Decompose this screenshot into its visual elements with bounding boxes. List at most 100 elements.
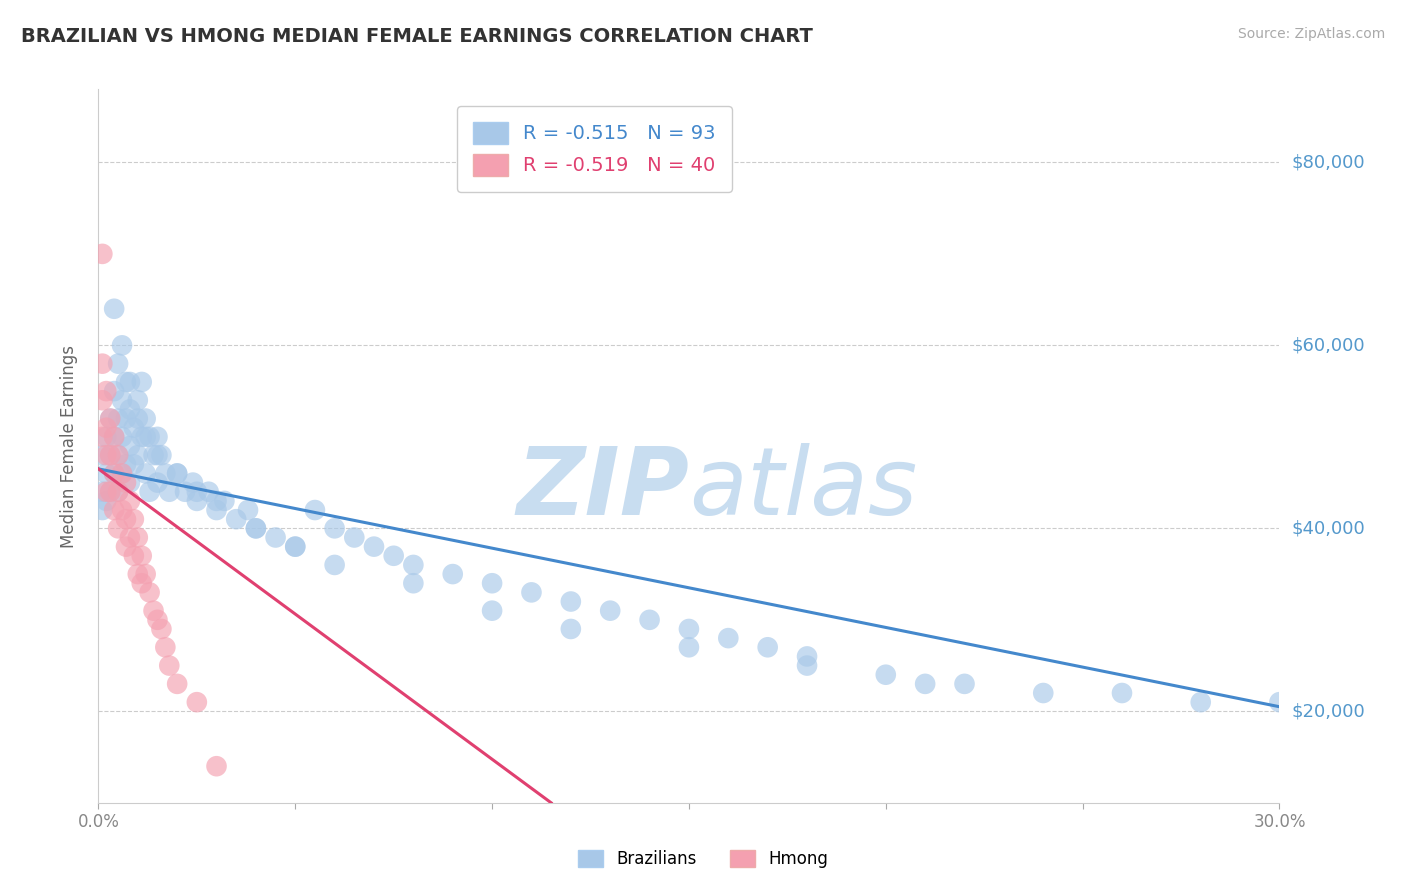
Point <box>96 384 118 398</box>
Point <box>103 503 125 517</box>
Point <box>131 576 153 591</box>
Point <box>135 567 157 582</box>
Point <box>96 467 118 481</box>
Y-axis label: Median Female Earnings: Median Female Earnings <box>59 344 77 548</box>
Point <box>91 393 114 408</box>
Point <box>205 494 228 508</box>
Point <box>103 467 125 481</box>
Point <box>1032 686 1054 700</box>
Text: Source: ZipAtlas.com: Source: ZipAtlas.com <box>1237 27 1385 41</box>
Point <box>166 467 188 481</box>
Point <box>363 540 385 554</box>
Point <box>402 576 425 591</box>
Point <box>115 475 138 490</box>
Point <box>91 430 114 444</box>
Point <box>91 503 114 517</box>
Point <box>678 640 700 655</box>
Point <box>343 531 366 545</box>
Point <box>520 585 543 599</box>
Point <box>135 430 157 444</box>
Point <box>225 512 247 526</box>
Point <box>186 494 208 508</box>
Point <box>118 475 141 490</box>
Point <box>481 576 503 591</box>
Point <box>155 467 177 481</box>
Point <box>678 622 700 636</box>
Point <box>638 613 661 627</box>
Point <box>98 448 121 462</box>
Point <box>98 448 121 462</box>
Text: $80,000: $80,000 <box>1291 153 1365 171</box>
Point <box>953 677 976 691</box>
Text: $40,000: $40,000 <box>1291 519 1365 537</box>
Point <box>236 503 259 517</box>
Point <box>560 622 582 636</box>
Point <box>205 503 228 517</box>
Point <box>875 667 897 681</box>
Point <box>118 494 141 508</box>
Point <box>115 458 138 472</box>
Point <box>1268 695 1291 709</box>
Point <box>441 567 464 582</box>
Text: BRAZILIAN VS HMONG MEDIAN FEMALE EARNINGS CORRELATION CHART: BRAZILIAN VS HMONG MEDIAN FEMALE EARNING… <box>21 27 813 45</box>
Point <box>157 484 180 499</box>
Point <box>127 567 149 582</box>
Point <box>135 467 157 481</box>
Point <box>127 531 149 545</box>
Point <box>323 521 346 535</box>
Point <box>157 658 180 673</box>
Point <box>115 375 138 389</box>
Text: $20,000: $20,000 <box>1291 702 1365 721</box>
Point <box>111 467 134 481</box>
Point <box>115 512 138 526</box>
Point <box>96 430 118 444</box>
Point <box>131 549 153 563</box>
Point <box>98 411 121 425</box>
Point <box>481 604 503 618</box>
Point <box>111 430 134 444</box>
Point <box>107 448 129 462</box>
Point <box>205 759 228 773</box>
Point <box>382 549 405 563</box>
Point <box>756 640 779 655</box>
Point <box>103 301 125 316</box>
Point <box>103 430 125 444</box>
Point <box>146 448 169 462</box>
Point <box>166 467 188 481</box>
Point <box>91 357 114 371</box>
Point <box>284 540 307 554</box>
Point <box>166 677 188 691</box>
Point <box>107 521 129 535</box>
Point <box>214 494 236 508</box>
Point <box>560 594 582 608</box>
Text: $60,000: $60,000 <box>1291 336 1365 354</box>
Point <box>155 640 177 655</box>
Point <box>111 338 134 352</box>
Point <box>118 531 141 545</box>
Point <box>96 484 118 499</box>
Point <box>96 420 118 434</box>
Point <box>197 484 219 499</box>
Point <box>127 393 149 408</box>
Point <box>796 658 818 673</box>
Point <box>103 384 125 398</box>
Point <box>138 585 160 599</box>
Point <box>111 503 134 517</box>
Point <box>142 448 165 462</box>
Point <box>91 247 114 261</box>
Point <box>122 512 145 526</box>
Point <box>138 484 160 499</box>
Point <box>1189 695 1212 709</box>
Point <box>115 540 138 554</box>
Point <box>402 558 425 572</box>
Point <box>107 357 129 371</box>
Text: ZIP: ZIP <box>516 442 689 535</box>
Point <box>138 430 160 444</box>
Point <box>118 439 141 453</box>
Point <box>122 420 145 434</box>
Point <box>111 467 134 481</box>
Point <box>142 604 165 618</box>
Point <box>304 503 326 517</box>
Point <box>146 613 169 627</box>
Point <box>96 448 118 462</box>
